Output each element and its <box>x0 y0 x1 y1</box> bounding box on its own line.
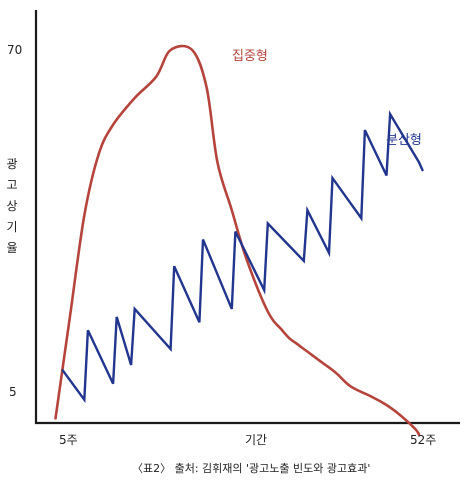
x-tick-label-52: 52주 <box>410 433 436 447</box>
x-axis-label: 기간 <box>245 433 267 447</box>
series-line-distributed <box>61 110 424 404</box>
x-tick-label-5: 5주 <box>59 433 78 447</box>
y-tick-label-70: 70 <box>7 43 22 57</box>
series-label-concentrated: 집중형 <box>232 49 268 64</box>
axes <box>34 10 460 425</box>
series-line-concentrated <box>54 44 421 436</box>
y-axis-label-char: 율 <box>6 241 17 255</box>
y-tick-label-5: 5 <box>9 385 17 399</box>
series-label-distributed: 분산형 <box>386 133 422 148</box>
y-axis-label-char: 상 <box>6 199 17 213</box>
y-axis-label-char: 고 <box>6 178 17 192</box>
caption: 〈표2〉 출처: 김휘재의 '광고노출 빈도와 광고효과' <box>132 462 370 475</box>
y-axis-label-char: 기 <box>6 220 17 234</box>
y-axis-label-char: 광 <box>6 157 17 171</box>
series-layer <box>54 44 424 436</box>
